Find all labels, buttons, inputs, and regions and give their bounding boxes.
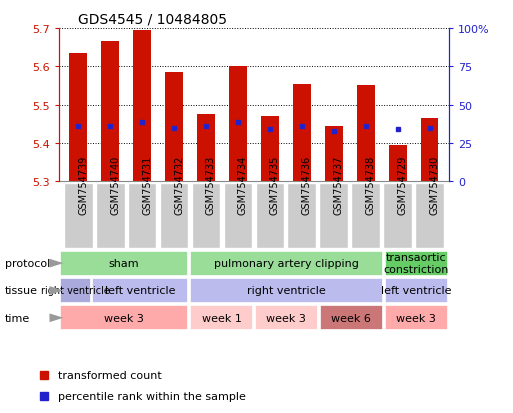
Text: GSM754737: GSM754737	[334, 155, 344, 214]
Text: GSM754730: GSM754730	[430, 155, 440, 214]
Bar	[261, 117, 279, 182]
Text: week 6: week 6	[331, 313, 371, 323]
Text: week 3: week 3	[104, 313, 144, 323]
Bar	[293, 84, 311, 182]
FancyBboxPatch shape	[385, 306, 448, 330]
FancyBboxPatch shape	[60, 251, 188, 276]
Text: left ventricle: left ventricle	[381, 286, 451, 296]
Bar	[325, 126, 343, 182]
Text: GSM754734: GSM754734	[238, 155, 248, 214]
Bar	[357, 86, 374, 182]
Polygon shape	[49, 259, 63, 268]
FancyBboxPatch shape	[190, 251, 383, 276]
Text: GSM754740: GSM754740	[110, 155, 120, 214]
FancyBboxPatch shape	[128, 183, 156, 249]
FancyBboxPatch shape	[190, 278, 383, 303]
Text: GDS4545 / 10484805: GDS4545 / 10484805	[78, 12, 227, 26]
FancyBboxPatch shape	[64, 183, 92, 249]
Text: GSM754733: GSM754733	[206, 155, 216, 214]
Polygon shape	[49, 314, 63, 322]
FancyBboxPatch shape	[385, 251, 448, 276]
Text: time: time	[5, 313, 30, 323]
FancyBboxPatch shape	[92, 278, 188, 303]
Bar	[102, 42, 119, 182]
FancyBboxPatch shape	[385, 278, 448, 303]
Polygon shape	[49, 287, 63, 295]
FancyBboxPatch shape	[160, 183, 188, 249]
Text: GSM754736: GSM754736	[302, 155, 312, 214]
Text: left ventricle: left ventricle	[105, 286, 175, 296]
Bar	[197, 115, 215, 182]
Text: transaortic
constriction: transaortic constriction	[384, 253, 449, 274]
FancyBboxPatch shape	[190, 306, 253, 330]
Text: GSM754731: GSM754731	[142, 155, 152, 214]
Text: tissue: tissue	[5, 286, 38, 296]
Text: GSM754735: GSM754735	[270, 155, 280, 214]
Bar	[69, 54, 87, 182]
Text: protocol: protocol	[5, 259, 50, 268]
Text: percentile rank within the sample: percentile rank within the sample	[57, 392, 246, 401]
Text: right ventricle: right ventricle	[247, 286, 326, 296]
FancyBboxPatch shape	[287, 183, 316, 249]
Bar	[389, 145, 406, 182]
Text: right ventricle: right ventricle	[41, 286, 110, 296]
Bar	[165, 73, 183, 182]
Text: GSM754732: GSM754732	[174, 155, 184, 214]
FancyBboxPatch shape	[255, 183, 284, 249]
Bar	[229, 67, 247, 182]
Bar	[133, 31, 151, 182]
Text: week 3: week 3	[266, 313, 306, 323]
FancyBboxPatch shape	[192, 183, 221, 249]
Text: GSM754739: GSM754739	[78, 155, 88, 214]
FancyBboxPatch shape	[320, 183, 348, 249]
Text: sham: sham	[109, 259, 140, 268]
Text: transformed count: transformed count	[57, 370, 162, 380]
FancyBboxPatch shape	[383, 183, 412, 249]
Text: pulmonary artery clipping: pulmonary artery clipping	[214, 259, 359, 268]
Text: GSM754729: GSM754729	[398, 155, 408, 214]
FancyBboxPatch shape	[224, 183, 252, 249]
Text: GSM754738: GSM754738	[366, 155, 376, 214]
FancyBboxPatch shape	[254, 306, 318, 330]
FancyBboxPatch shape	[60, 306, 188, 330]
Text: week 1: week 1	[202, 313, 242, 323]
Bar	[421, 119, 439, 182]
FancyBboxPatch shape	[320, 306, 383, 330]
Text: week 3: week 3	[397, 313, 437, 323]
FancyBboxPatch shape	[60, 278, 91, 303]
FancyBboxPatch shape	[351, 183, 380, 249]
FancyBboxPatch shape	[96, 183, 125, 249]
FancyBboxPatch shape	[416, 183, 444, 249]
